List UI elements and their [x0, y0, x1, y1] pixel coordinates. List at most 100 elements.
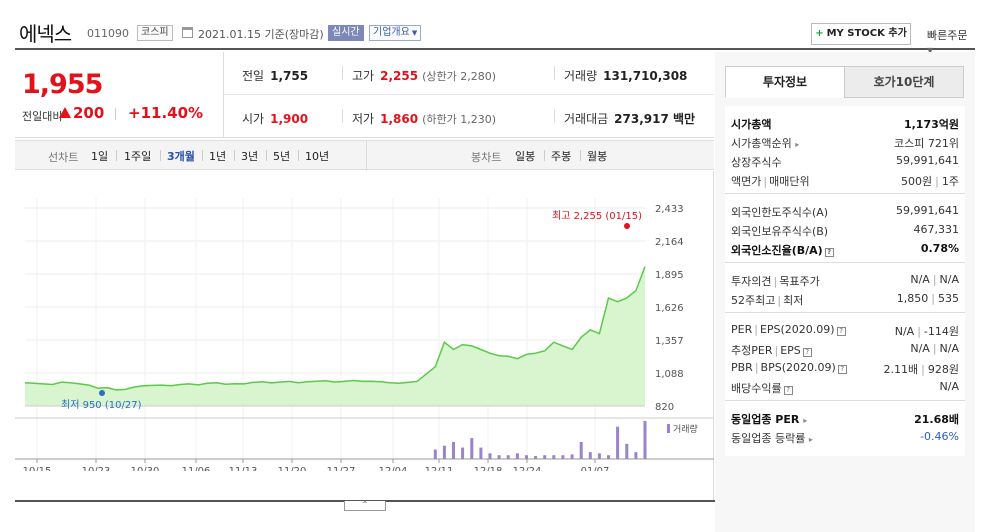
- stats-row: 시가 1,900 저가 1,860 (하한가 1,230) 거래대금 273,917 백…: [224, 95, 714, 138]
- info-key: PBR | BPS(2020.09)?: [731, 361, 847, 374]
- info-row: 추정PER | EPS? N/A | N/A: [725, 340, 965, 359]
- divider: [725, 193, 965, 194]
- x-tick-label: 12/18: [474, 466, 503, 471]
- chevron-up-icon: ⌃: [361, 500, 369, 509]
- help-icon[interactable]: ?: [802, 348, 812, 357]
- tab-1d[interactable]: 1일: [91, 150, 109, 163]
- info-key-text: 추정PER: [731, 344, 773, 357]
- separator: |: [774, 344, 779, 357]
- prev-close-stat: 전일 1,755: [242, 67, 308, 84]
- my-stock-add-button[interactable]: + MY STOCK 추가: [811, 23, 911, 45]
- info-key: PER | EPS(2020.09)?: [731, 323, 846, 336]
- info-value: 467,331: [914, 223, 960, 236]
- help-icon[interactable]: ?: [837, 365, 847, 374]
- info-value-text: 1주: [941, 175, 959, 188]
- realtime-button[interactable]: 실시간: [328, 25, 364, 41]
- price-chart[interactable]: 2,433 2,164 1,895 1,626 1,357 1,088 820 최고 2,25…: [15, 171, 714, 501]
- separator: |: [754, 361, 759, 374]
- stat-label: 전일: [242, 69, 265, 83]
- y-tick-label: 1,357: [655, 336, 684, 347]
- help-icon[interactable]: ?: [824, 248, 834, 257]
- info-row[interactable]: 동일업종 등락률 ▸ -0.46%: [725, 428, 965, 447]
- x-tick-label: 11/13: [229, 466, 258, 471]
- volume-bar: [525, 455, 528, 459]
- tab-monthly[interactable]: 월봉: [587, 150, 608, 163]
- info-value-text: N/A: [939, 342, 959, 355]
- separator: |: [773, 275, 778, 288]
- separator: |: [921, 363, 925, 376]
- up-triangle-icon: [59, 107, 71, 118]
- chevron-right-icon: ▸: [803, 416, 808, 425]
- info-row[interactable]: 동일업종 PER ▸ 21.68배: [725, 409, 965, 428]
- low-label: 최저 950 (10/27): [61, 399, 142, 411]
- collapse-button[interactable]: ⌃: [344, 501, 386, 511]
- tab-weekly[interactable]: 주봉: [551, 150, 572, 163]
- high-stat: 고가 2,255 (상한가 2,280): [352, 67, 496, 84]
- volume-bar: [433, 449, 437, 459]
- tab-3y[interactable]: 3년: [241, 150, 259, 163]
- chevron-down-icon: ▼: [927, 46, 934, 55]
- x-tick-label: 11/06: [182, 466, 211, 471]
- volume-stat: 거래량 131,710,308: [564, 67, 687, 84]
- help-icon[interactable]: ?: [836, 327, 846, 336]
- tab-investment-info[interactable]: 투자정보: [725, 66, 845, 98]
- side-tabs: 투자정보 호가10단계: [725, 66, 965, 98]
- info-key-text: 동일업종 등락률: [731, 432, 806, 445]
- price-change-value: 200: [73, 104, 105, 122]
- volume-bar: [461, 447, 465, 459]
- market-badge: 코스피: [137, 25, 173, 41]
- info-row: 액면가 | 매매단위 500원 | 1주: [725, 171, 965, 190]
- chevron-right-icon: ▸: [808, 435, 813, 444]
- candle-chart-label: 봉차트: [471, 151, 502, 164]
- tab-order-book[interactable]: 호가10단계: [844, 66, 964, 98]
- volume-bar: [561, 455, 565, 459]
- y-tick-label: 1,088: [655, 369, 684, 380]
- x-tick-label: 10/23: [82, 466, 111, 471]
- price-change-rate: +11.40%: [128, 104, 204, 122]
- info-value-text: 0.78%: [920, 242, 959, 255]
- separator: |: [917, 325, 921, 338]
- info-value: 21.68배: [914, 411, 959, 427]
- investment-info-table: 시가총액 1,173억원 시가총액순위 ▸ 코스피 721위 상장주식수 59,991,6…: [725, 106, 965, 456]
- divider: [342, 66, 343, 80]
- help-icon[interactable]: ?: [783, 386, 793, 395]
- tab-1w[interactable]: 1주일: [124, 150, 152, 163]
- tab-3m[interactable]: 3개월: [167, 150, 195, 163]
- chevron-right-icon: ▸: [795, 140, 800, 149]
- info-key: 배당수익률?: [731, 380, 793, 396]
- quick-order-button[interactable]: 빠른주문 ▼: [927, 27, 975, 56]
- info-value-text: N/A: [894, 325, 915, 338]
- tab-10y[interactable]: 10년: [305, 150, 330, 163]
- info-key-text: EPS: [780, 344, 801, 357]
- divider: [298, 150, 299, 161]
- divider: [115, 108, 116, 120]
- info-value: 59,991,641: [896, 204, 959, 217]
- tab-1y[interactable]: 1년: [209, 150, 227, 163]
- info-key: 동일업종 등락률 ▸: [731, 430, 813, 446]
- info-value-text: 1,850: [896, 292, 929, 305]
- info-value-text: N/A: [939, 380, 959, 393]
- info-key-text: 시가총액순위: [731, 137, 792, 150]
- stat-value: 2,255: [380, 69, 419, 83]
- separator: |: [763, 175, 768, 188]
- info-key-text: 목표주가: [779, 275, 820, 288]
- chevron-down-icon: ▼: [411, 29, 418, 37]
- info-key-text: PBR: [731, 361, 753, 374]
- info-key-text: EPS(2020.09): [759, 323, 835, 336]
- info-key-text: 상장주식수: [731, 156, 782, 169]
- stat-sub: (상한가 2,280): [422, 70, 496, 83]
- tab-daily[interactable]: 일봉: [515, 150, 536, 163]
- volume-bar: [497, 455, 501, 459]
- info-key: 동일업종 PER ▸: [731, 411, 807, 427]
- low-stat: 저가 1,860 (하한가 1,230): [352, 110, 496, 127]
- info-key-text: 매매단위: [769, 175, 810, 188]
- info-row[interactable]: 시가총액순위 ▸ 코스피 721위: [725, 133, 965, 152]
- info-key-text: 외국인보유주식수(B): [731, 225, 829, 238]
- info-value: -0.46%: [920, 430, 959, 443]
- tab-5y[interactable]: 5년: [273, 150, 291, 163]
- info-value-text: 535: [938, 292, 959, 305]
- company-overview-dropdown[interactable]: 기업개요 ▼: [369, 25, 422, 41]
- info-key-text: 투자의견: [731, 275, 772, 288]
- info-key: 상장주식수: [731, 154, 782, 170]
- divider: [202, 150, 203, 161]
